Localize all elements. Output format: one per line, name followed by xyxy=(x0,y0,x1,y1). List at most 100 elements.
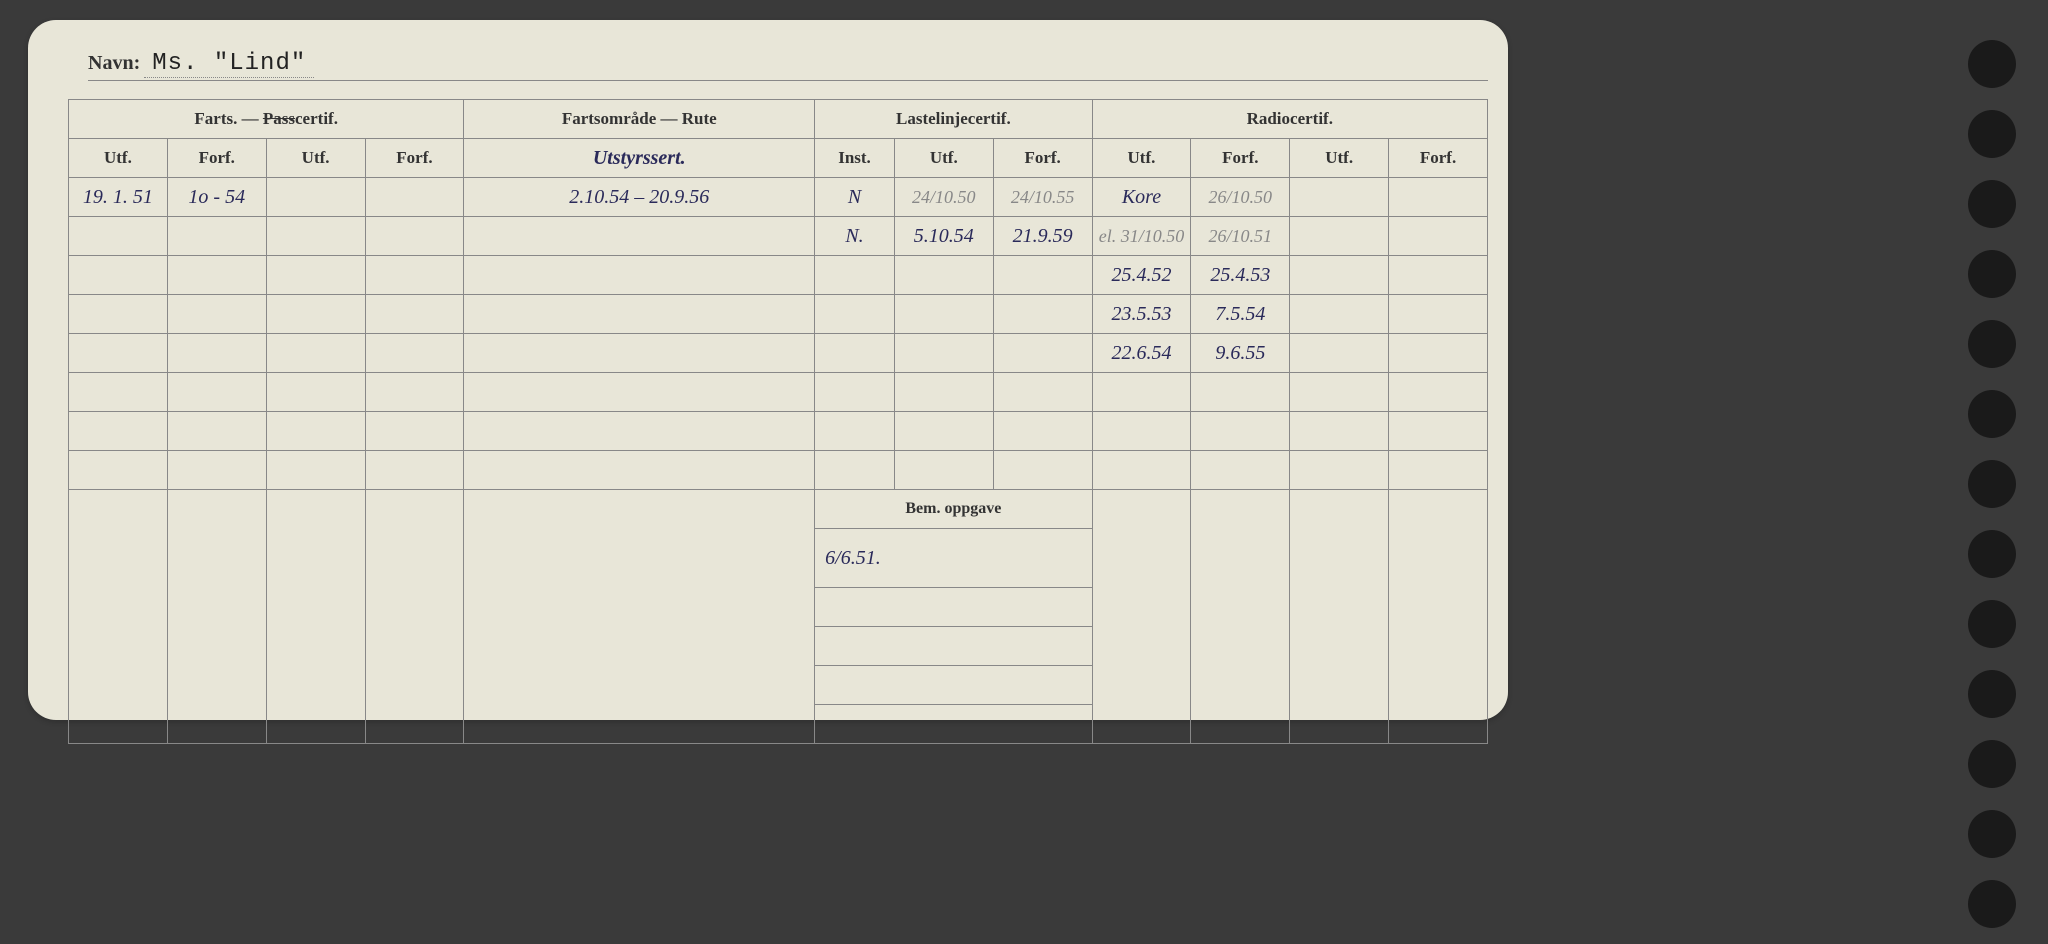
table-row xyxy=(69,412,1488,451)
cell: N xyxy=(815,178,895,217)
sub-forf: Forf. xyxy=(993,139,1092,178)
cell xyxy=(1290,412,1389,451)
cell xyxy=(167,334,266,373)
punch-hole xyxy=(1968,40,2016,88)
cell: 23.5.53 xyxy=(1092,295,1191,334)
cell: 24/10.55 xyxy=(993,178,1092,217)
cell xyxy=(1389,334,1488,373)
cell xyxy=(815,451,895,490)
cell xyxy=(266,451,365,490)
cell xyxy=(1389,451,1488,490)
cell xyxy=(1290,373,1389,412)
table-row: 23.5.537.5.54 xyxy=(69,295,1488,334)
punch-hole xyxy=(1968,460,2016,508)
blank-cell xyxy=(69,490,168,744)
cell: N. xyxy=(815,217,895,256)
punch-hole xyxy=(1968,740,2016,788)
cell xyxy=(1389,178,1488,217)
cell xyxy=(815,412,895,451)
cell: el. 31/10.50 xyxy=(1092,217,1191,256)
ledger-card: Navn: Ms. "Lind" Farts. — Passcertif. Fa… xyxy=(28,20,1508,720)
cell xyxy=(167,412,266,451)
cell xyxy=(894,334,993,373)
cell xyxy=(1389,256,1488,295)
cell xyxy=(464,295,815,334)
cell xyxy=(266,412,365,451)
cell xyxy=(464,451,815,490)
cell xyxy=(993,295,1092,334)
blank-cell xyxy=(1290,490,1389,744)
cell xyxy=(1290,256,1389,295)
certificate-table: Farts. — Passcertif. Fartsområde — Rute … xyxy=(68,99,1488,744)
table-row: 22.6.549.6.55 xyxy=(69,334,1488,373)
cell xyxy=(815,334,895,373)
cell xyxy=(464,412,815,451)
cell xyxy=(1290,295,1389,334)
blank-cell xyxy=(1191,490,1290,744)
cell xyxy=(993,412,1092,451)
sub-utf: Utf. xyxy=(894,139,993,178)
cell xyxy=(1389,373,1488,412)
cell xyxy=(69,451,168,490)
cell: 26/10.50 xyxy=(1191,178,1290,217)
sub-utf: Utf. xyxy=(69,139,168,178)
sub-forf: Forf. xyxy=(1389,139,1488,178)
route-hw-header: Utstyrssert. xyxy=(464,139,815,178)
cell xyxy=(69,373,168,412)
cell: Kore xyxy=(1092,178,1191,217)
cell xyxy=(815,256,895,295)
cell: 22.6.54 xyxy=(1092,334,1191,373)
cell xyxy=(894,256,993,295)
sub-forf: Forf. xyxy=(1191,139,1290,178)
punch-hole xyxy=(1968,600,2016,648)
punch-hole xyxy=(1968,670,2016,718)
cell xyxy=(993,373,1092,412)
blank-cell xyxy=(815,627,1092,666)
cell xyxy=(266,295,365,334)
cell xyxy=(69,256,168,295)
cell: 1o - 54 xyxy=(167,178,266,217)
blank-cell xyxy=(464,490,815,744)
cell xyxy=(1389,295,1488,334)
sub-forf: Forf. xyxy=(365,139,464,178)
cell xyxy=(1290,334,1389,373)
group-header-row: Farts. — Passcertif. Fartsområde — Rute … xyxy=(69,100,1488,139)
cell xyxy=(266,178,365,217)
sub-utf: Utf. xyxy=(1290,139,1389,178)
cell xyxy=(266,334,365,373)
punch-hole xyxy=(1968,530,2016,578)
punch-hole xyxy=(1968,810,2016,858)
blank-cell xyxy=(815,705,1092,744)
table-row xyxy=(69,373,1488,412)
cell xyxy=(365,412,464,451)
cell xyxy=(993,451,1092,490)
sub-utf: Utf. xyxy=(1092,139,1191,178)
cell xyxy=(69,334,168,373)
cell xyxy=(1191,451,1290,490)
sub-forf: Forf. xyxy=(167,139,266,178)
cell xyxy=(815,295,895,334)
cell xyxy=(1092,451,1191,490)
cell: 24/10.50 xyxy=(894,178,993,217)
name-value: Ms. "Lind" xyxy=(144,50,314,78)
cell xyxy=(365,178,464,217)
name-label: Navn: xyxy=(88,52,140,75)
cell xyxy=(1389,412,1488,451)
header-radio: Radiocertif. xyxy=(1092,100,1487,139)
table-row: 19. 1. 511o - 542.10.54 – 20.9.56N24/10.… xyxy=(69,178,1488,217)
blank-cell xyxy=(815,666,1092,705)
cell xyxy=(1092,412,1191,451)
cell: 26/10.51 xyxy=(1191,217,1290,256)
cell xyxy=(1389,217,1488,256)
cell: 25.4.53 xyxy=(1191,256,1290,295)
cell xyxy=(167,295,266,334)
blank-cell xyxy=(266,490,365,744)
name-row: Navn: Ms. "Lind" xyxy=(88,50,1488,81)
blank-cell xyxy=(1092,490,1191,744)
cell xyxy=(1191,373,1290,412)
cell xyxy=(815,373,895,412)
cell xyxy=(69,412,168,451)
header-fartsomrade: Fartsområde — Rute xyxy=(464,100,815,139)
cell xyxy=(1290,178,1389,217)
table-row: N.5.10.5421.9.59el. 31/10.5026/10.51 xyxy=(69,217,1488,256)
